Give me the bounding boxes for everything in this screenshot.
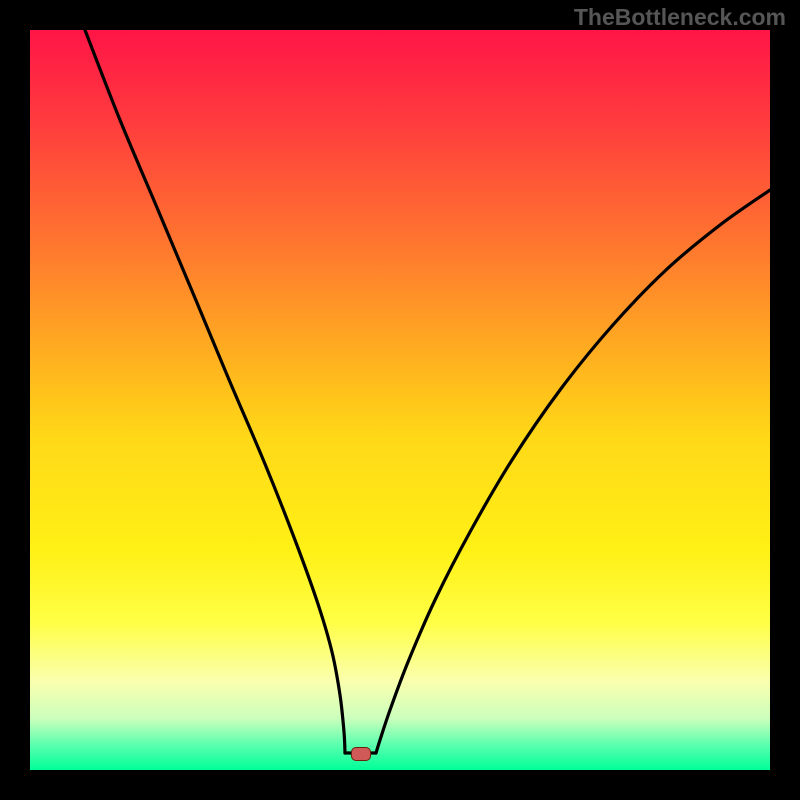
watermark-text: TheBottleneck.com [574,4,786,31]
optimal-point-marker [351,747,371,761]
chart-canvas: TheBottleneck.com [0,0,800,800]
plot-area [30,30,770,770]
bottleneck-curve [30,30,770,770]
